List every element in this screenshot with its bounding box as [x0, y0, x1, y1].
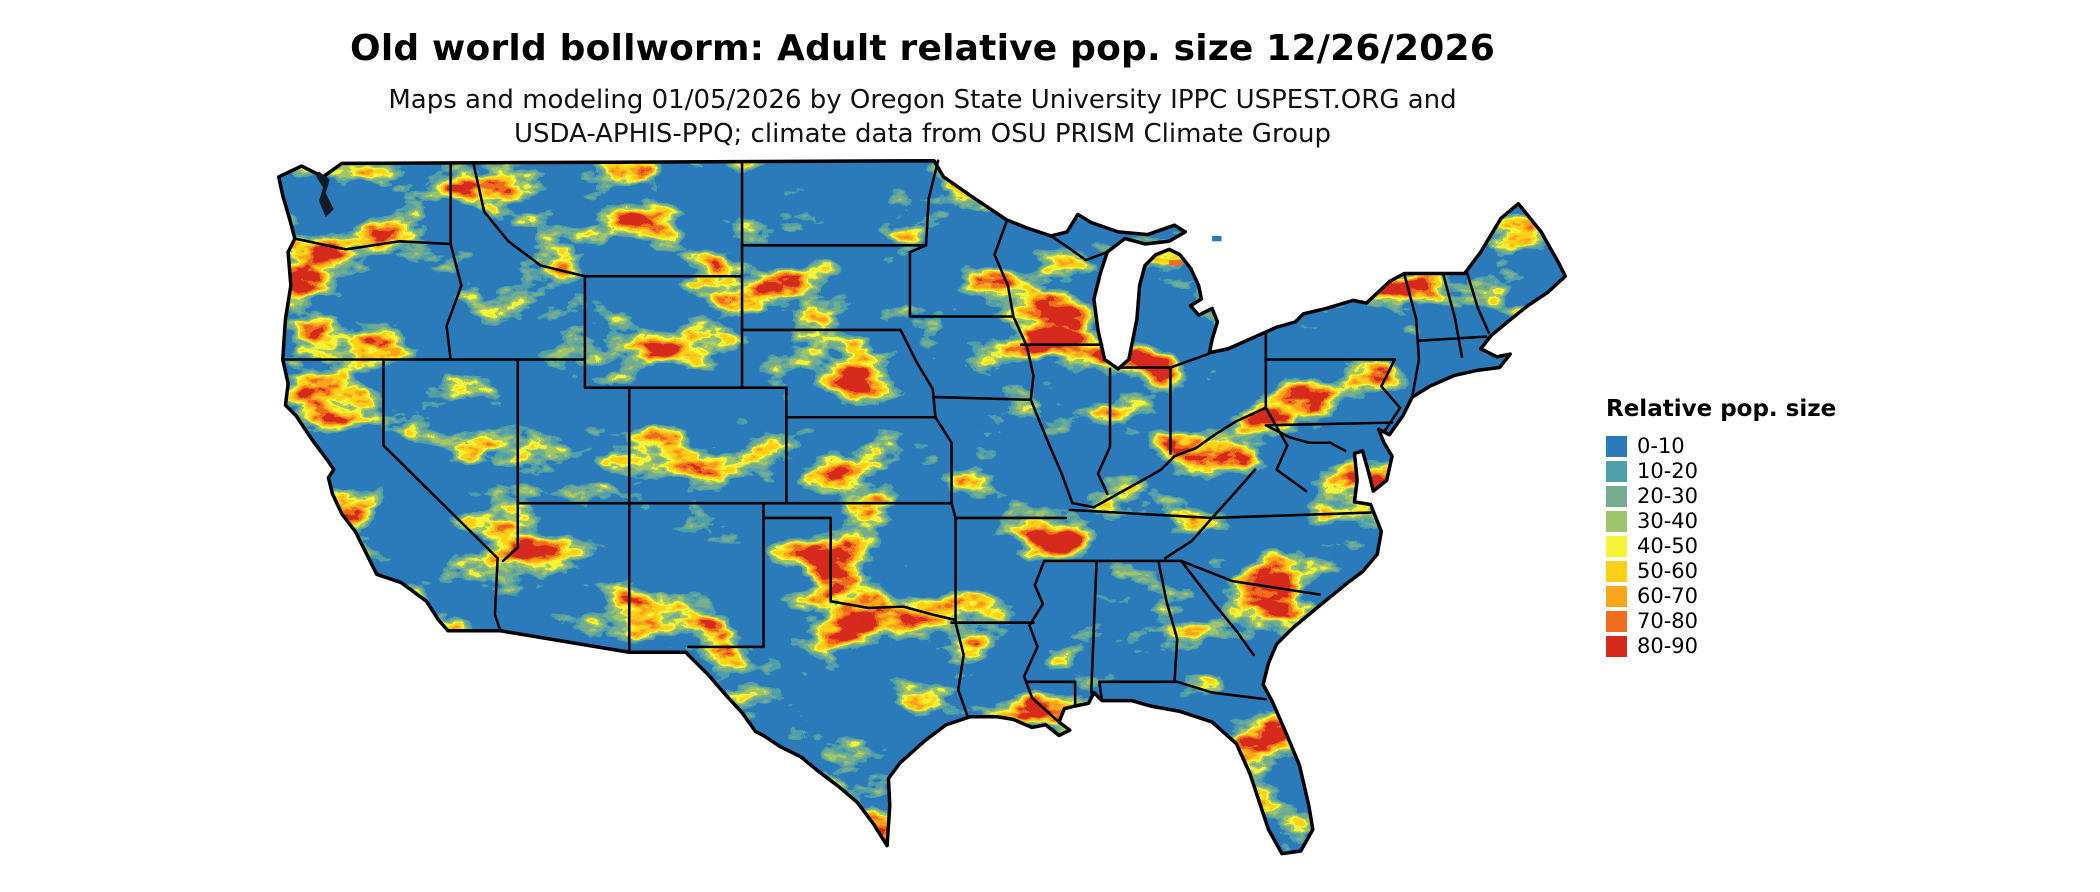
legend-swatch	[1606, 636, 1627, 657]
us-map-svg	[276, 158, 1568, 856]
population-heatmap	[278, 160, 1566, 854]
legend-item: 60-70	[1606, 584, 1836, 609]
legend-label: 50-60	[1637, 559, 1699, 583]
subtitle-line-2: USDA-APHIS-PPQ; climate data from OSU PR…	[514, 118, 1331, 149]
subtitle-line-1: Maps and modeling 01/05/2026 by Oregon S…	[388, 85, 1457, 115]
legend-label: 80-90	[1637, 634, 1699, 658]
legend-item: 40-50	[1606, 534, 1836, 559]
legend-item: 50-60	[1606, 559, 1836, 584]
legend-swatch	[1606, 486, 1627, 507]
us-border	[276, 158, 1568, 856]
legend-item: 80-90	[1606, 634, 1836, 659]
legend-label: 40-50	[1637, 534, 1699, 558]
legend-label: 60-70	[1637, 584, 1699, 608]
legend-label: 30-40	[1637, 509, 1699, 533]
legend-swatch	[1606, 461, 1627, 482]
legend-swatch	[1606, 511, 1627, 532]
legend-items: 0-10 10-20 20-30 30-40 40-50 50-60 60-70 70-80 8…	[1606, 434, 1836, 659]
page-title: Old world bollworm: Adult relative pop. …	[350, 28, 1495, 69]
legend-item: 0-10	[1606, 434, 1836, 459]
legend-swatch	[1606, 611, 1627, 632]
legend-item: 30-40	[1606, 509, 1836, 534]
legend-swatch	[1606, 561, 1627, 582]
legend-item: 70-80	[1606, 609, 1836, 634]
legend-label: 70-80	[1637, 609, 1699, 633]
legend-swatch	[1606, 436, 1627, 457]
subtitle: Maps and modeling 01/05/2026 by Oregon S…	[0, 84, 1845, 152]
legend: Relative pop. size 0-10 10-20 20-30 30-40 40…	[1606, 396, 1836, 659]
legend-label: 10-20	[1637, 459, 1699, 483]
state-borders	[281, 159, 1491, 724]
legend-item: 20-30	[1606, 484, 1836, 509]
legend-swatch	[1606, 536, 1627, 557]
map-speck	[1169, 260, 1183, 266]
puget-sound	[316, 171, 334, 218]
legend-item: 10-20	[1606, 459, 1836, 484]
legend-title: Relative pop. size	[1606, 396, 1837, 422]
legend-label: 20-30	[1637, 484, 1699, 508]
map-speck	[1212, 235, 1222, 242]
us-map	[272, 158, 1568, 890]
legend-label: 0-10	[1637, 434, 1685, 458]
legend-swatch	[1606, 586, 1627, 607]
